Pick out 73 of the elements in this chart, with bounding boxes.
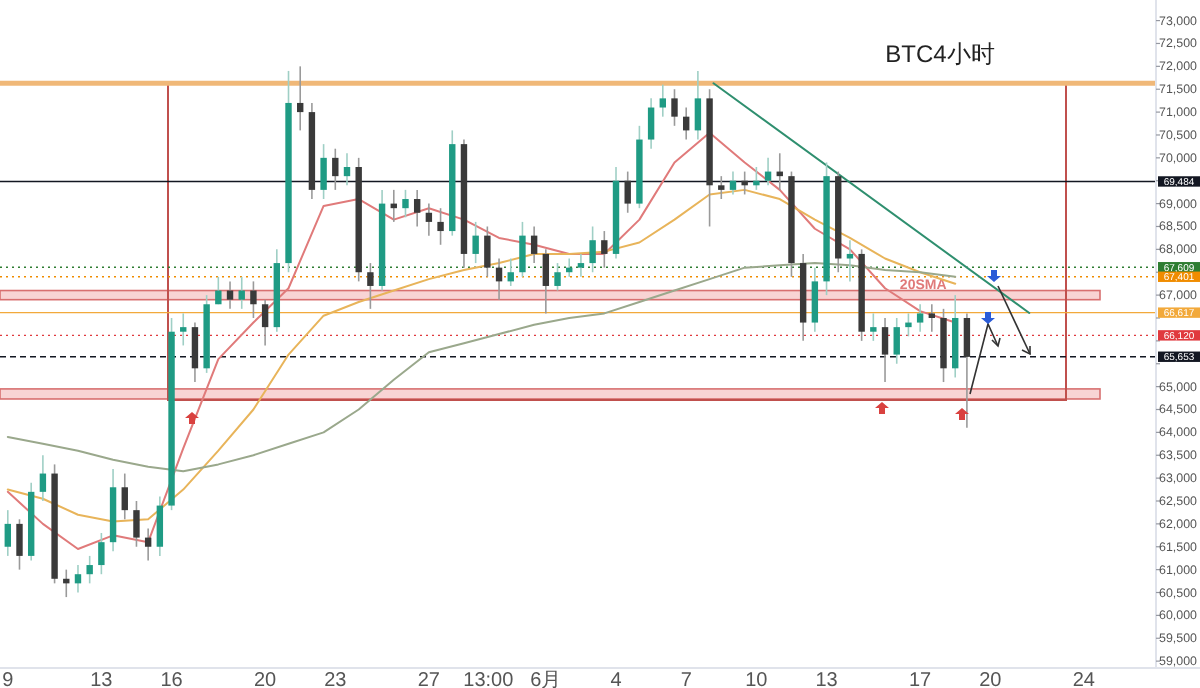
candlestick [729, 170, 737, 196]
x-tick-label: 6月 [530, 670, 562, 688]
candlestick [624, 170, 631, 214]
candlestick [905, 312, 912, 338]
candlestick [297, 65, 304, 132]
candlestick [694, 70, 702, 141]
line-series [6, 262, 957, 473]
candlestick [4, 509, 11, 557]
x-tick-label: 24 [1072, 670, 1096, 688]
candlestick [180, 312, 187, 347]
x-tick-label: 20 [253, 670, 278, 688]
candlestick [332, 147, 339, 191]
candlestick [238, 276, 245, 310]
candlestick [226, 280, 234, 310]
candlestick [671, 88, 678, 127]
x-tick-label: 13 [815, 670, 839, 688]
candlestick [753, 166, 760, 191]
text: BTC4小时 [885, 40, 995, 68]
x-tick-label: 16 [160, 670, 184, 688]
line-series [6, 188, 957, 523]
candlestick [402, 189, 409, 219]
candlestick [472, 221, 479, 264]
candlestick [121, 472, 128, 521]
candlestick [916, 303, 924, 333]
candlestick [507, 257, 514, 287]
x-tick-label: 13:00 [463, 670, 515, 688]
candlestick [215, 276, 222, 306]
candlestick [542, 248, 550, 315]
x-tick-label: 13 [90, 670, 114, 688]
candlestick [320, 143, 327, 200]
candlestick [811, 266, 819, 333]
candlestick [343, 152, 351, 187]
candlestick [133, 500, 140, 548]
candlestick [250, 280, 257, 319]
candlestick [577, 253, 585, 278]
candlestick [659, 83, 666, 118]
candlestick [437, 207, 444, 246]
candlestick [530, 225, 538, 264]
x-tick-label: 9 [2, 670, 15, 688]
x-tick-label: 27 [417, 670, 441, 688]
candlestick [881, 317, 889, 383]
candlestick [156, 495, 164, 557]
x-tick-label: 4 [610, 670, 623, 688]
candlestick [764, 157, 772, 187]
candlestick [39, 454, 47, 502]
candlestick [519, 221, 526, 278]
candlestick [647, 97, 655, 150]
candlestick [718, 175, 725, 200]
candlestick [425, 202, 433, 237]
candlestick [16, 518, 23, 571]
candlestick [261, 298, 269, 347]
candlestick [963, 312, 971, 429]
x-tick-label: 10 [745, 670, 769, 688]
candlestick [413, 189, 421, 228]
candlestick [74, 564, 82, 594]
candlestick [86, 555, 93, 585]
candlestick [893, 317, 900, 365]
x-tick-label: 23 [324, 670, 348, 688]
candlestick [741, 170, 748, 196]
candlestick [554, 262, 561, 292]
x-tick-label: 17 [909, 670, 933, 688]
candlestick [367, 262, 374, 310]
x-tick-label: 7 [680, 670, 693, 688]
candlestick [484, 225, 491, 278]
candlestick [589, 225, 596, 274]
candlestick [870, 312, 877, 342]
x-tick-label: 20 [979, 670, 1003, 688]
candlestick [191, 321, 199, 383]
candlestick [928, 303, 936, 333]
candlestick [846, 239, 854, 283]
candlestick [98, 532, 105, 576]
candlestick [144, 527, 152, 562]
candlestick [601, 230, 608, 269]
